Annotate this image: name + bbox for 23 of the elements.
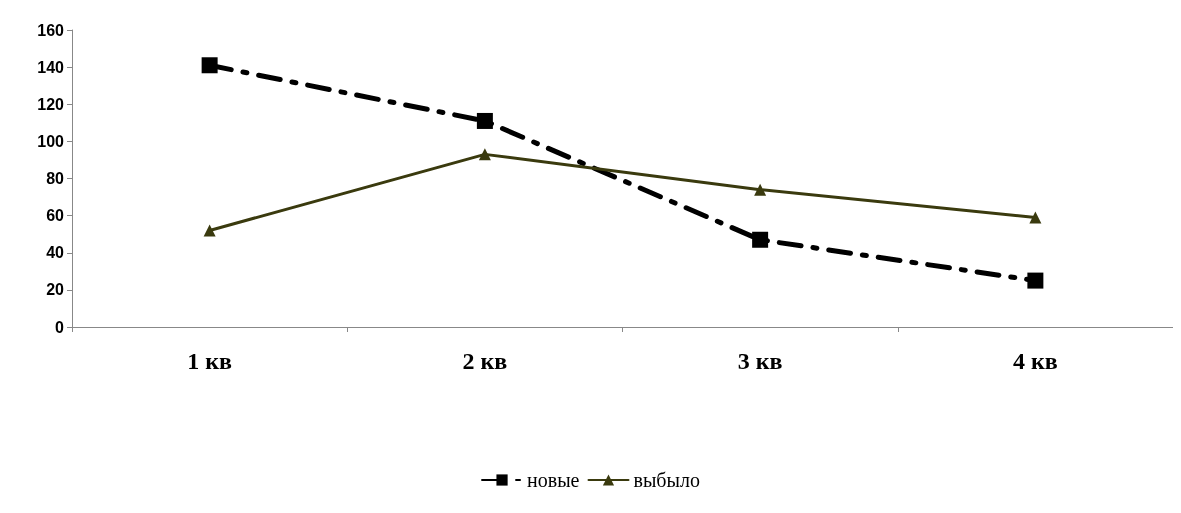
legend-label: выбыло	[633, 469, 700, 491]
legend-label: новые	[527, 469, 580, 491]
x-tick-label: 3 кв	[737, 348, 783, 374]
y-tick-label: 20	[46, 281, 65, 299]
point	[203, 224, 216, 237]
point	[1029, 211, 1042, 224]
x-tick-label: 1 кв	[187, 348, 233, 374]
point	[476, 112, 493, 129]
point	[1027, 272, 1044, 289]
point	[201, 57, 218, 74]
y-tick-label: 80	[46, 170, 65, 187]
y-tick-label: 100	[37, 132, 65, 150]
point	[754, 183, 767, 196]
y-tick-label: 140	[37, 58, 65, 76]
x-tick-label: 4 кв	[1012, 348, 1058, 374]
point	[752, 231, 769, 248]
y-tick-label: 40	[46, 244, 65, 262]
y-tick-label: 60	[46, 207, 65, 225]
point	[478, 148, 491, 161]
x-tick-label: 2 кв	[462, 348, 508, 374]
y-tick-label: 120	[37, 95, 65, 113]
y-tick-label: 160	[37, 21, 65, 39]
y-tick-label: 0	[55, 318, 65, 336]
